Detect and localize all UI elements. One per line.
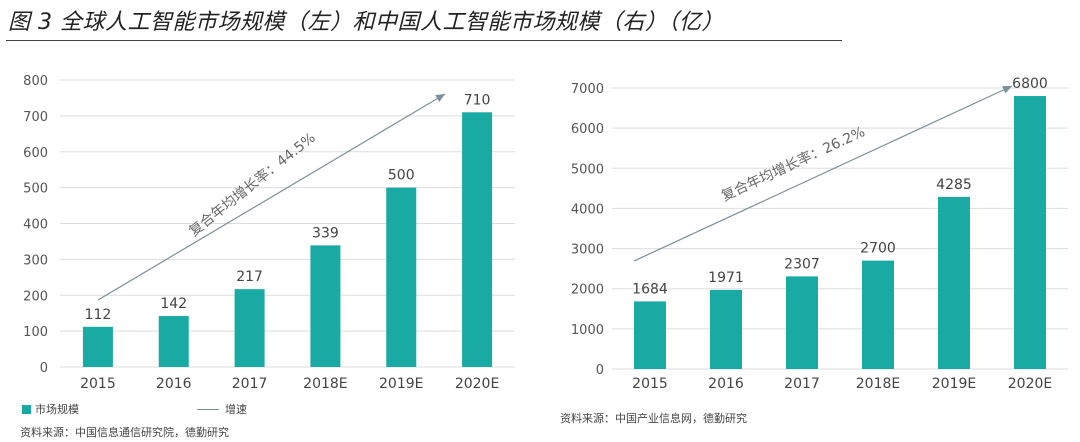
global-ai-market-chart: 0 100 200 300 400 500 600 700 800 112 2015 142 2016 2… bbox=[23, 74, 515, 392]
bar bbox=[786, 276, 818, 369]
bar bbox=[234, 289, 265, 367]
y-tick-label: 200 bbox=[23, 289, 48, 304]
x-tick-label: 2020E bbox=[455, 376, 499, 392]
data-label: 500 bbox=[388, 168, 415, 184]
x-tick-label: 2015 bbox=[632, 376, 668, 392]
bar bbox=[634, 301, 666, 369]
y-tick-label: 1000 bbox=[571, 323, 604, 338]
figure-title: 图 3 全球人工智能市场规模（左）和中国人工智能市场规模（右）（亿） bbox=[8, 10, 724, 35]
data-label: 2700 bbox=[860, 241, 896, 257]
bar bbox=[462, 112, 493, 367]
y-tick-label: 600 bbox=[23, 146, 48, 161]
x-tick-label: 2015 bbox=[80, 376, 116, 392]
x-tick-label: 2018E bbox=[856, 376, 900, 392]
y-tick-label: 300 bbox=[23, 253, 48, 268]
data-label: 217 bbox=[236, 269, 263, 285]
data-label: 2307 bbox=[784, 256, 820, 272]
trend-arrow-line bbox=[633, 85, 1013, 262]
x-tick-label: 2019E bbox=[932, 376, 976, 392]
y-tick-label: 0 bbox=[596, 363, 604, 378]
x-tick-label: 2016 bbox=[156, 376, 192, 392]
data-label: 4285 bbox=[936, 177, 972, 193]
y-tick-label: 2000 bbox=[571, 283, 604, 298]
y-tick-label: 800 bbox=[23, 74, 48, 89]
data-label: 1971 bbox=[708, 270, 744, 286]
left-source-note: 资料来源：中国信息通信研究院，德勤研究 bbox=[20, 426, 229, 439]
data-label: 112 bbox=[85, 307, 112, 323]
y-tick-label: 5000 bbox=[571, 162, 604, 177]
bar bbox=[82, 326, 113, 367]
trend-arrow-head bbox=[435, 94, 445, 103]
legend-bar-swatch bbox=[22, 404, 31, 414]
bar bbox=[1014, 96, 1046, 370]
title-divider bbox=[6, 40, 842, 41]
data-label: 710 bbox=[464, 92, 491, 108]
data-label: 142 bbox=[160, 296, 187, 312]
chart-legend: 市场规模 增速 bbox=[22, 401, 247, 417]
x-tick-label: 2020E bbox=[1008, 376, 1052, 392]
y-tick-label: 4000 bbox=[571, 202, 604, 217]
data-label: 339 bbox=[312, 225, 339, 241]
bar bbox=[938, 196, 970, 369]
right-source-note: 资料来源：中国产业信息网，德勤研究 bbox=[560, 412, 747, 425]
y-tick-label: 100 bbox=[23, 325, 48, 340]
data-label: 1684 bbox=[632, 281, 668, 297]
y-tick-label: 400 bbox=[23, 218, 48, 233]
trend-arrow-line bbox=[97, 93, 446, 301]
data-label: 6800 bbox=[1012, 76, 1048, 92]
x-tick-label: 2018E bbox=[303, 376, 347, 392]
x-tick-label: 2017 bbox=[232, 376, 268, 392]
y-tick-label: 500 bbox=[23, 182, 48, 197]
y-tick-label: 0 bbox=[40, 361, 48, 376]
y-tick-label: 700 bbox=[23, 110, 48, 125]
bar bbox=[310, 245, 341, 367]
bar bbox=[386, 187, 417, 367]
y-tick-label: 7000 bbox=[571, 82, 604, 97]
legend-line-swatch bbox=[197, 408, 219, 410]
x-tick-label: 2019E bbox=[379, 376, 423, 392]
bar bbox=[862, 260, 894, 369]
y-tick-label: 3000 bbox=[571, 243, 604, 258]
y-tick-label: 6000 bbox=[571, 122, 604, 137]
legend-line-label: 增速 bbox=[225, 403, 247, 416]
cagr-annotation: 复合年均增长率：26.2% bbox=[719, 123, 868, 205]
legend-bar-label: 市场规模 bbox=[35, 403, 79, 416]
x-tick-label: 2017 bbox=[784, 376, 820, 392]
bar bbox=[710, 289, 742, 369]
trend-arrow-head bbox=[1002, 86, 1012, 94]
bar bbox=[158, 316, 189, 367]
x-tick-label: 2016 bbox=[708, 376, 744, 392]
